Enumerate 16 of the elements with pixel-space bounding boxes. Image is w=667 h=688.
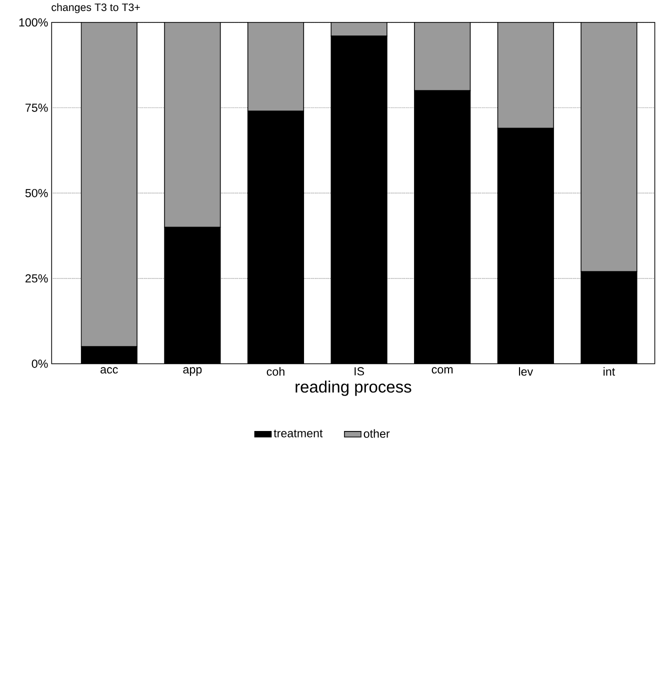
- x-axis-title: reading process: [296, 380, 412, 396]
- x-tick-label: int: [604, 367, 615, 376]
- chart-title: changes T3 to T3+: [52, 3, 140, 14]
- legend-label: treatment: [274, 430, 323, 438]
- x-tick-label: lev: [518, 367, 533, 376]
- x-tick-label: acc: [100, 367, 118, 374]
- x-tick-label: com: [432, 367, 453, 374]
- y-tick-label: 100%: [19, 18, 48, 27]
- y-tick-label: 25%: [25, 274, 48, 283]
- y-tick-label: 0%: [32, 360, 48, 368]
- legend-label: other: [364, 429, 390, 438]
- x-tick-label: app: [183, 367, 202, 376]
- y-tick-label: 75%: [25, 104, 48, 112]
- x-tick-label: IS: [354, 367, 364, 376]
- y-tick-label: 50%: [25, 188, 48, 198]
- x-tick-label: coh: [266, 367, 284, 376]
